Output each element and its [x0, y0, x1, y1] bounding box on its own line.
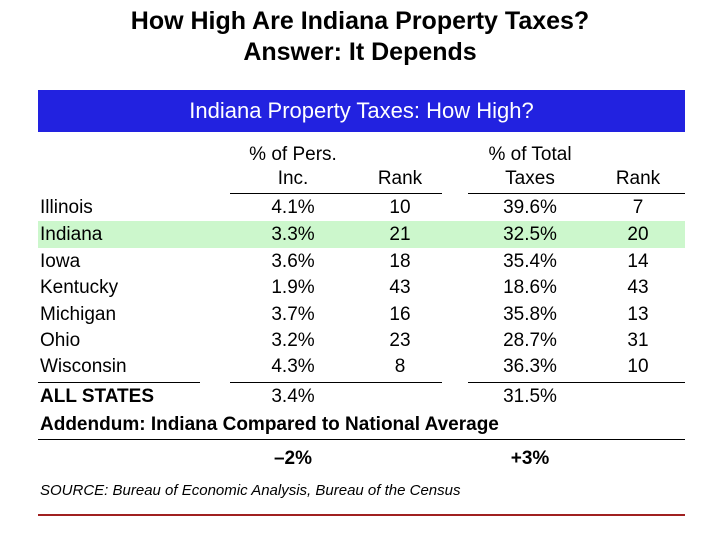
- rank-taxes-cell: 13: [627, 304, 649, 325]
- pct-income-cell: 4.3%: [271, 356, 315, 377]
- addendum-label: Addendum: Indiana Compared to National A…: [40, 414, 499, 435]
- pct-taxes-cell: 28.7%: [503, 330, 557, 351]
- rank-income-cell: 10: [389, 197, 411, 218]
- header-rank-1: Rank: [377, 168, 423, 189]
- pct-taxes-cell: 35.8%: [503, 304, 557, 325]
- all-states-pct-income: 3.4%: [271, 386, 315, 407]
- pct-income-cell: 3.2%: [271, 330, 315, 351]
- addendum-pct-taxes-diff: +3%: [510, 448, 550, 469]
- rank-income-cell: 43: [389, 277, 411, 298]
- rule-states-mid: [230, 382, 442, 383]
- state-name: Illinois: [40, 197, 93, 218]
- rank-taxes-cell: 43: [627, 277, 649, 298]
- header-pct-taxes-top: % of Total: [488, 144, 572, 165]
- rank-income-cell: 16: [389, 304, 411, 325]
- rank-taxes-cell: 31: [627, 330, 649, 351]
- slide-title: How High Are Indiana Property Taxes? Ans…: [0, 6, 720, 68]
- title-line-1: How High Are Indiana Property Taxes?: [130, 7, 590, 35]
- pct-taxes-cell: 18.6%: [503, 277, 557, 298]
- pct-taxes-cell: 35.4%: [503, 251, 557, 272]
- pct-taxes-cell: 36.3%: [503, 356, 557, 377]
- addendum-rule: [38, 439, 685, 440]
- pct-income-cell: 3.7%: [271, 304, 315, 325]
- source-note: SOURCE: Bureau of Economic Analysis, Bur…: [40, 482, 461, 499]
- pct-income-cell: 3.3%: [271, 224, 315, 245]
- rank-taxes-cell: 20: [627, 224, 649, 245]
- title-line-2: Answer: It Depends: [243, 38, 477, 66]
- state-name: Indiana: [40, 224, 103, 245]
- header-rule-right: [468, 193, 685, 194]
- rank-taxes-cell: 10: [627, 356, 649, 377]
- rank-income-cell: 8: [394, 356, 406, 377]
- rank-taxes-cell: 14: [627, 251, 649, 272]
- footer-rule: [38, 514, 685, 516]
- state-name: Wisconsin: [40, 356, 127, 377]
- state-name: Iowa: [40, 251, 81, 272]
- pct-income-cell: 1.9%: [271, 277, 315, 298]
- table-title: Indiana Property Taxes: How High?: [189, 98, 534, 123]
- addendum-pct-income-diff: –2%: [273, 448, 313, 469]
- table-title-banner: Indiana Property Taxes: How High?: [38, 90, 685, 132]
- rule-states-right: [468, 382, 685, 383]
- pct-income-cell: 3.6%: [271, 251, 315, 272]
- header-rank-2: Rank: [615, 168, 661, 189]
- rank-taxes-cell: 7: [632, 197, 644, 218]
- state-name: Ohio: [40, 330, 81, 351]
- rank-income-cell: 18: [389, 251, 411, 272]
- header-pct-income-bottom: Inc.: [277, 168, 309, 189]
- state-name: Michigan: [40, 304, 117, 325]
- header-pct-income-top: % of Pers.: [249, 144, 337, 165]
- rank-income-cell: 23: [389, 330, 411, 351]
- pct-taxes-cell: 39.6%: [503, 197, 557, 218]
- rule-states-left: [38, 382, 200, 383]
- pct-income-cell: 4.1%: [271, 197, 315, 218]
- all-states-pct-taxes: 31.5%: [503, 386, 557, 407]
- all-states-label: ALL STATES: [40, 386, 154, 407]
- indiana-highlight: [38, 221, 685, 248]
- header-pct-taxes-bottom: Taxes: [505, 168, 555, 189]
- rank-income-cell: 21: [389, 224, 411, 245]
- state-name: Kentucky: [40, 277, 119, 298]
- pct-taxes-cell: 32.5%: [503, 224, 557, 245]
- header-rule-left: [230, 193, 442, 194]
